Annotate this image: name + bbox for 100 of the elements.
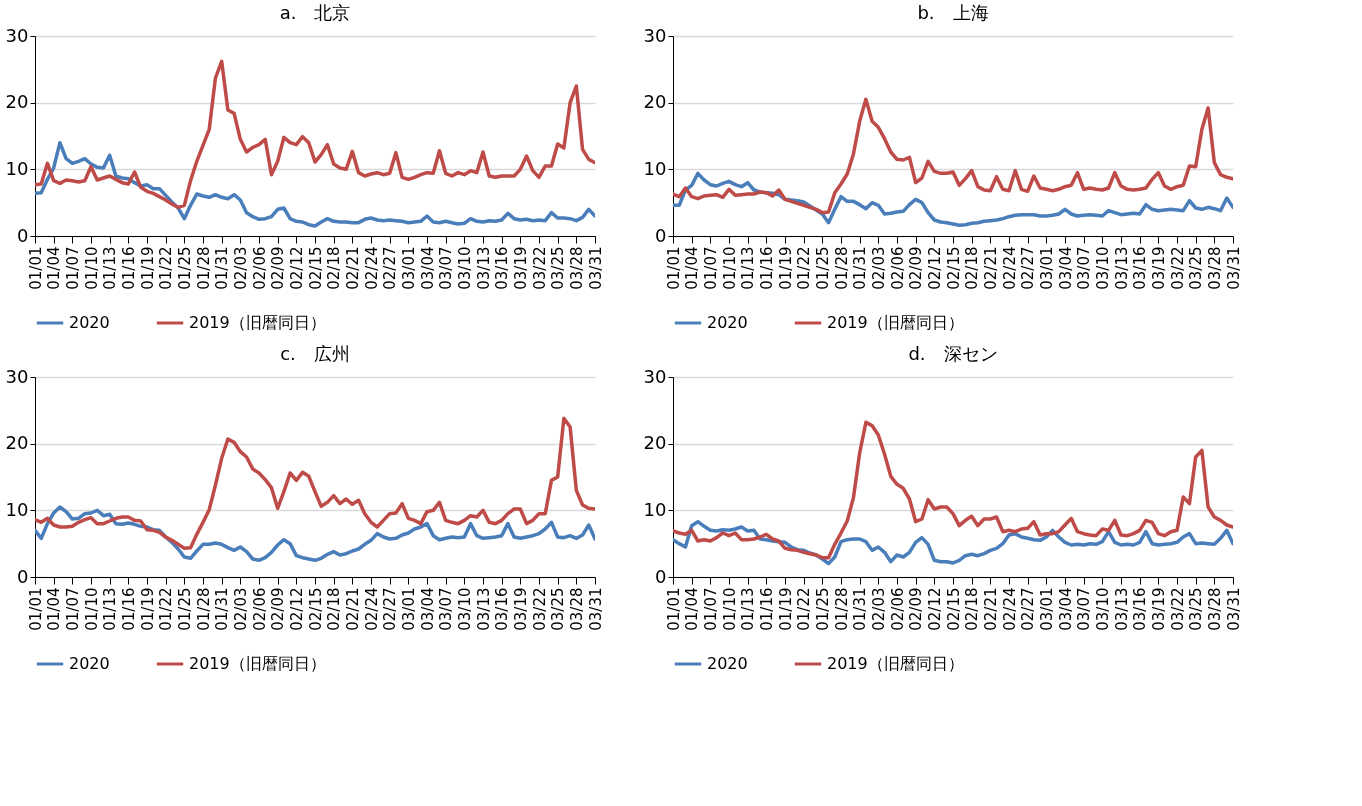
- line-series: [673, 519, 1233, 566]
- y-tick-label: 10: [643, 498, 667, 520]
- x-tick-label: 01/31: [213, 246, 232, 290]
- x-tick-label: 02/24: [362, 587, 381, 631]
- x-tick-label: 02/21: [981, 246, 1000, 290]
- x-tick-label: 01/22: [795, 587, 814, 631]
- x-tick-label: 02/15: [306, 246, 325, 290]
- legend-label: 2019（旧暦同日）: [189, 654, 326, 673]
- x-tick-label: 01/28: [832, 246, 851, 290]
- legend-label: 2019（旧暦同日）: [189, 313, 326, 332]
- x-tick-label: 02/15: [944, 587, 963, 631]
- x-tick-label: 01/16: [119, 587, 138, 631]
- x-tick-label: 01/04: [683, 587, 702, 631]
- x-tick-label: 03/31: [1224, 587, 1243, 631]
- x-tick-label: 01/10: [720, 587, 739, 631]
- line-series: [673, 420, 1233, 560]
- x-tick-label: 01/13: [739, 587, 758, 631]
- legend-label: 2020: [69, 313, 110, 332]
- line-series: [35, 416, 595, 551]
- x-tick-label: 03/28: [1205, 246, 1224, 290]
- y-tick-label: 0: [655, 565, 667, 587]
- x-tick-label: 01/28: [194, 246, 213, 290]
- x-tick-label: 02/24: [362, 246, 381, 290]
- x-tick-label: 03/01: [399, 587, 418, 631]
- x-tick-label: 03/22: [1168, 587, 1187, 631]
- y-tick-label: 30: [643, 365, 667, 387]
- x-tick-label: 01/07: [701, 587, 720, 631]
- x-tick-label: 02/06: [888, 246, 907, 290]
- x-tick-label: 01/10: [720, 246, 739, 290]
- y-tick-label: 10: [5, 157, 29, 179]
- legend-label: 2019（旧暦同日）: [827, 654, 964, 673]
- y-tick-label: 20: [5, 432, 29, 454]
- x-tick-label: 01/04: [683, 246, 702, 290]
- x-tick-label: 02/12: [925, 246, 944, 290]
- x-tick-label: 01/13: [739, 246, 758, 290]
- x-tick-label: 03/04: [1056, 587, 1075, 631]
- y-tick-label: 10: [643, 157, 667, 179]
- x-tick-label: 02/18: [325, 587, 344, 631]
- line-series: [673, 97, 1233, 215]
- x-tick-label: 02/03: [231, 587, 250, 631]
- x-tick-label: 02/27: [1019, 587, 1038, 631]
- x-tick-label: 02/21: [981, 587, 1000, 631]
- x-tick-label: 02/06: [250, 246, 269, 290]
- legend-label: 2019（旧暦同日）: [827, 313, 964, 332]
- x-tick-label: 03/25: [549, 246, 568, 290]
- line-series: [673, 171, 1233, 228]
- x-tick-label: 01/01: [26, 246, 45, 290]
- x-tick-label: 02/09: [907, 587, 926, 631]
- x-tick-label: 01/25: [175, 587, 194, 631]
- x-tick-label: 03/01: [1037, 587, 1056, 631]
- x-tick-label: 02/03: [869, 587, 888, 631]
- x-tick-label: 01/10: [82, 587, 101, 631]
- x-tick-label: 03/04: [418, 246, 437, 290]
- x-tick-label: 03/25: [1187, 587, 1206, 631]
- x-tick-label: 01/19: [138, 246, 157, 290]
- x-tick-label: 02/12: [287, 246, 306, 290]
- x-tick-label: 03/01: [399, 246, 418, 290]
- y-tick-label: 30: [5, 365, 29, 387]
- x-tick-label: 03/01: [1037, 246, 1056, 290]
- x-tick-label: 02/18: [325, 246, 344, 290]
- y-tick-label: 0: [655, 224, 667, 246]
- x-tick-label: 03/16: [1131, 587, 1150, 631]
- x-tick-label: 02/27: [1019, 246, 1038, 290]
- x-tick-label: 03/07: [437, 246, 456, 290]
- x-tick-label: 02/15: [306, 587, 325, 631]
- legend-label: 2020: [69, 654, 110, 673]
- x-tick-label: 01/19: [776, 246, 795, 290]
- x-tick-label: 03/10: [455, 246, 474, 290]
- x-tick-label: 01/16: [757, 246, 776, 290]
- x-tick-label: 02/12: [925, 587, 944, 631]
- x-tick-label: 03/10: [1093, 246, 1112, 290]
- legend-label: 2020: [707, 654, 748, 673]
- x-tick-label: 02/06: [888, 587, 907, 631]
- y-tick-label: 20: [5, 91, 29, 113]
- x-tick-label: 02/24: [1000, 246, 1019, 290]
- x-tick-label: 01/31: [851, 587, 870, 631]
- x-tick-label: 03/16: [493, 587, 512, 631]
- x-tick-label: 03/13: [474, 587, 493, 631]
- x-tick-label: 01/16: [757, 587, 776, 631]
- x-tick-label: 01/31: [851, 246, 870, 290]
- y-tick-label: 30: [5, 24, 29, 46]
- x-tick-label: 03/22: [1168, 246, 1187, 290]
- legend-label: 2020: [707, 313, 748, 332]
- x-tick-label: 02/15: [944, 246, 963, 290]
- x-tick-label: 02/03: [869, 246, 888, 290]
- y-tick-label: 20: [643, 432, 667, 454]
- x-tick-label: 03/07: [437, 587, 456, 631]
- x-tick-label: 03/10: [455, 587, 474, 631]
- x-tick-label: 02/27: [381, 246, 400, 290]
- x-tick-label: 01/22: [795, 246, 814, 290]
- y-tick-label: 0: [17, 224, 29, 246]
- y-tick-label: 10: [5, 498, 29, 520]
- x-tick-label: 03/19: [1149, 246, 1168, 290]
- chart-title: b. 上海: [917, 2, 989, 23]
- x-tick-label: 03/31: [586, 246, 605, 290]
- x-tick-label: 02/27: [381, 587, 400, 631]
- chart-title: a. 北京: [279, 2, 351, 23]
- x-tick-label: 01/04: [45, 587, 64, 631]
- x-tick-label: 02/09: [907, 246, 926, 290]
- x-tick-label: 03/31: [586, 587, 605, 631]
